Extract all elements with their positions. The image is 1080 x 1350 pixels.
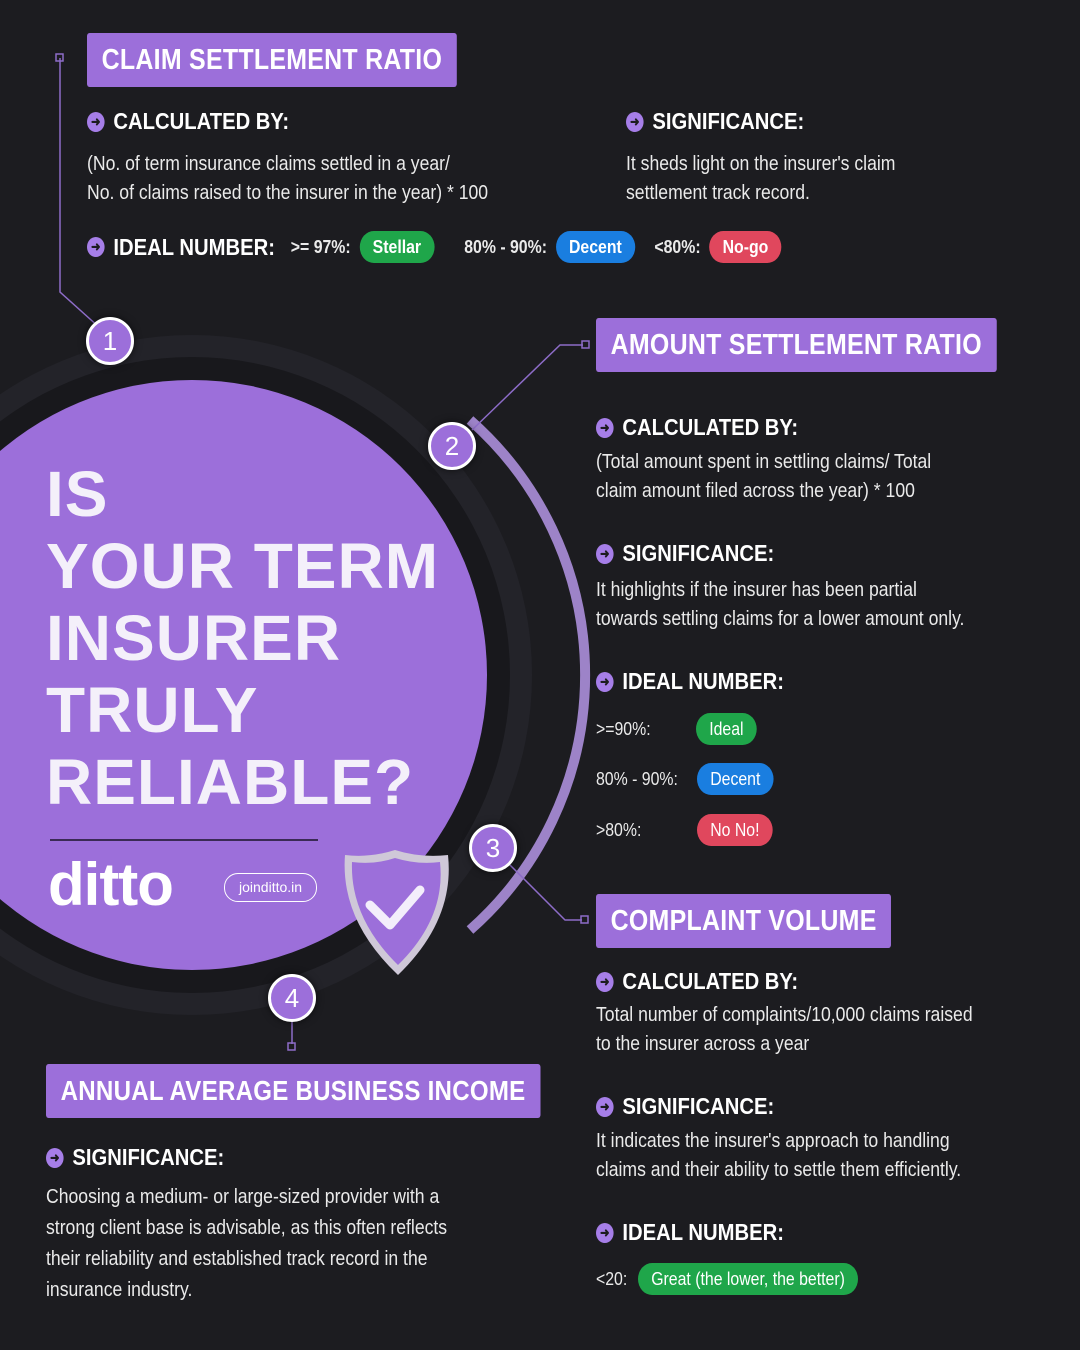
asr-calc-heading: ➜ CALCULATED BY:: [596, 414, 798, 441]
text-line: No. of claims raised to the insurer in t…: [87, 182, 489, 204]
text-line: their reliability and established track …: [46, 1248, 428, 1270]
arrow-icon: ➜: [626, 111, 644, 132]
range-label: 80% - 90%:: [596, 769, 678, 789]
cv-calc-text: Total number of complaints/10,000 claims…: [596, 1001, 973, 1059]
text-line: insurance industry.: [46, 1279, 193, 1301]
website-link[interactable]: joinditto.in: [224, 873, 318, 902]
heading-text: IDEAL NUMBER:: [622, 668, 784, 694]
range-label: >= 97%:: [290, 236, 351, 257]
heading-text: SIGNIFICANCE:: [72, 1144, 225, 1170]
text-line: It highlights if the insurer has been pa…: [596, 579, 917, 601]
shield-check-icon: [344, 850, 449, 975]
arrow-icon: ➜: [87, 111, 105, 132]
step-number-2: 2: [428, 422, 476, 470]
arrow-icon: ➜: [596, 1222, 614, 1243]
csr-sig-text: It sheds light on the insurer's claim set…: [626, 150, 895, 208]
arrow-icon: ➜: [596, 1096, 614, 1117]
asr-calc-text: (Total amount spent in settling claims/ …: [596, 448, 931, 506]
arrow-icon: ➜: [596, 417, 614, 438]
asr-ideal-heading: ➜ IDEAL NUMBER:: [596, 668, 784, 695]
asr-title: AMOUNT SETTLEMENT RATIO: [596, 318, 997, 372]
rating-badge: No No!: [697, 814, 773, 846]
hero-line: INSURER: [46, 602, 342, 674]
text-line: claim amount filed across the year) * 10…: [596, 480, 915, 502]
heading-text: SIGNIFICANCE:: [622, 540, 775, 566]
text-line: towards settling claims for a lower amou…: [596, 608, 965, 630]
hero-line: TRULY: [46, 674, 259, 746]
text-line: Choosing a medium- or large-sized provid…: [46, 1186, 440, 1208]
hero-headline: IS YOUR TERM INSURER TRULY RELIABLE?: [46, 458, 439, 818]
hero-line: YOUR TERM: [46, 530, 439, 602]
text-line: It indicates the insurer's approach to h…: [596, 1130, 950, 1152]
cv-calc-heading: ➜ CALCULATED BY:: [596, 968, 798, 995]
heading-text: SIGNIFICANCE:: [652, 108, 805, 134]
text-line: settlement track record.: [626, 182, 810, 204]
rating-badge: Ideal: [696, 713, 757, 745]
heading-text: CALCULATED BY:: [622, 414, 799, 440]
aabi-sig-heading: ➜ SIGNIFICANCE:: [46, 1144, 224, 1171]
cv-sig-heading: ➜ SIGNIFICANCE:: [596, 1093, 774, 1120]
range-label: 80% - 90%:: [464, 236, 547, 257]
range-label: >80%:: [596, 820, 642, 840]
arrow-icon: ➜: [596, 971, 614, 992]
heading-text: CALCULATED BY:: [622, 968, 799, 994]
heading-text: IDEAL NUMBER:: [622, 1219, 784, 1245]
cv-title: COMPLAINT VOLUME: [596, 894, 892, 948]
csr-calc-text: (No. of term insurance claims settled in…: [87, 150, 488, 208]
rating-badge: Stellar: [359, 231, 435, 263]
asr-sig-text: It highlights if the insurer has been pa…: [596, 576, 964, 634]
text-line: Total number of complaints/10,000 claims…: [596, 1004, 973, 1026]
rating-badge: Decent: [697, 763, 774, 795]
hero-line: IS: [46, 458, 109, 530]
text-line: strong client base is advisable, as this…: [46, 1217, 448, 1239]
arrow-icon: ➜: [87, 237, 105, 257]
arrow-icon: ➜: [46, 1147, 64, 1168]
ditto-logo: ditto: [48, 851, 174, 918]
range-label: >=90%:: [596, 719, 651, 739]
asr-sig-heading: ➜ SIGNIFICANCE:: [596, 540, 774, 567]
aabi-sig-text: Choosing a medium- or large-sized provid…: [46, 1182, 447, 1306]
ring-highlight: [466, 416, 591, 934]
csr-calc-heading: ➜ CALCULATED BY:: [87, 108, 289, 135]
heading-text: SIGNIFICANCE:: [622, 1093, 775, 1119]
step-number-1: 1: [86, 317, 134, 365]
csr-sig-heading: ➜ SIGNIFICANCE:: [626, 108, 804, 135]
csr-ideal-row: ➜ IDEAL NUMBER: >= 97%: Stellar 80% - 90%:…: [87, 231, 782, 263]
heading-text: CALCULATED BY:: [113, 108, 290, 134]
rating-badge: Decent: [555, 231, 636, 263]
connector-lines: [55, 53, 590, 1051]
text-line: (No. of term insurance claims settled in…: [87, 153, 450, 175]
rating-badge: No-go: [709, 231, 782, 263]
text-line: It sheds light on the insurer's claim: [626, 153, 896, 175]
range-label: <80%:: [654, 236, 701, 257]
arrow-icon: ➜: [596, 671, 614, 692]
step-number-3: 3: [469, 824, 517, 872]
rating-badge: Great (the lower, the better): [638, 1263, 859, 1295]
step-number-4: 4: [268, 974, 316, 1022]
cv-sig-text: It indicates the insurer's approach to h…: [596, 1127, 961, 1185]
aabi-title: ANNUAL AVERAGE BUSINESS INCOME: [46, 1064, 541, 1118]
text-line: claims and their ability to settle them …: [596, 1159, 962, 1181]
text-line: to the insurer across a year: [596, 1033, 810, 1055]
csr-title: CLAIM SETTLEMENT RATIO: [87, 33, 457, 87]
cv-ideal-heading: ➜ IDEAL NUMBER:: [596, 1219, 784, 1246]
arrow-icon: ➜: [596, 543, 614, 564]
hero-line: RELIABLE?: [46, 746, 415, 818]
heading-text: IDEAL NUMBER:: [113, 233, 275, 260]
hero-circle: [0, 380, 487, 970]
text-line: (Total amount spent in settling claims/ …: [596, 451, 932, 473]
range-label: <20:: [596, 1269, 628, 1289]
